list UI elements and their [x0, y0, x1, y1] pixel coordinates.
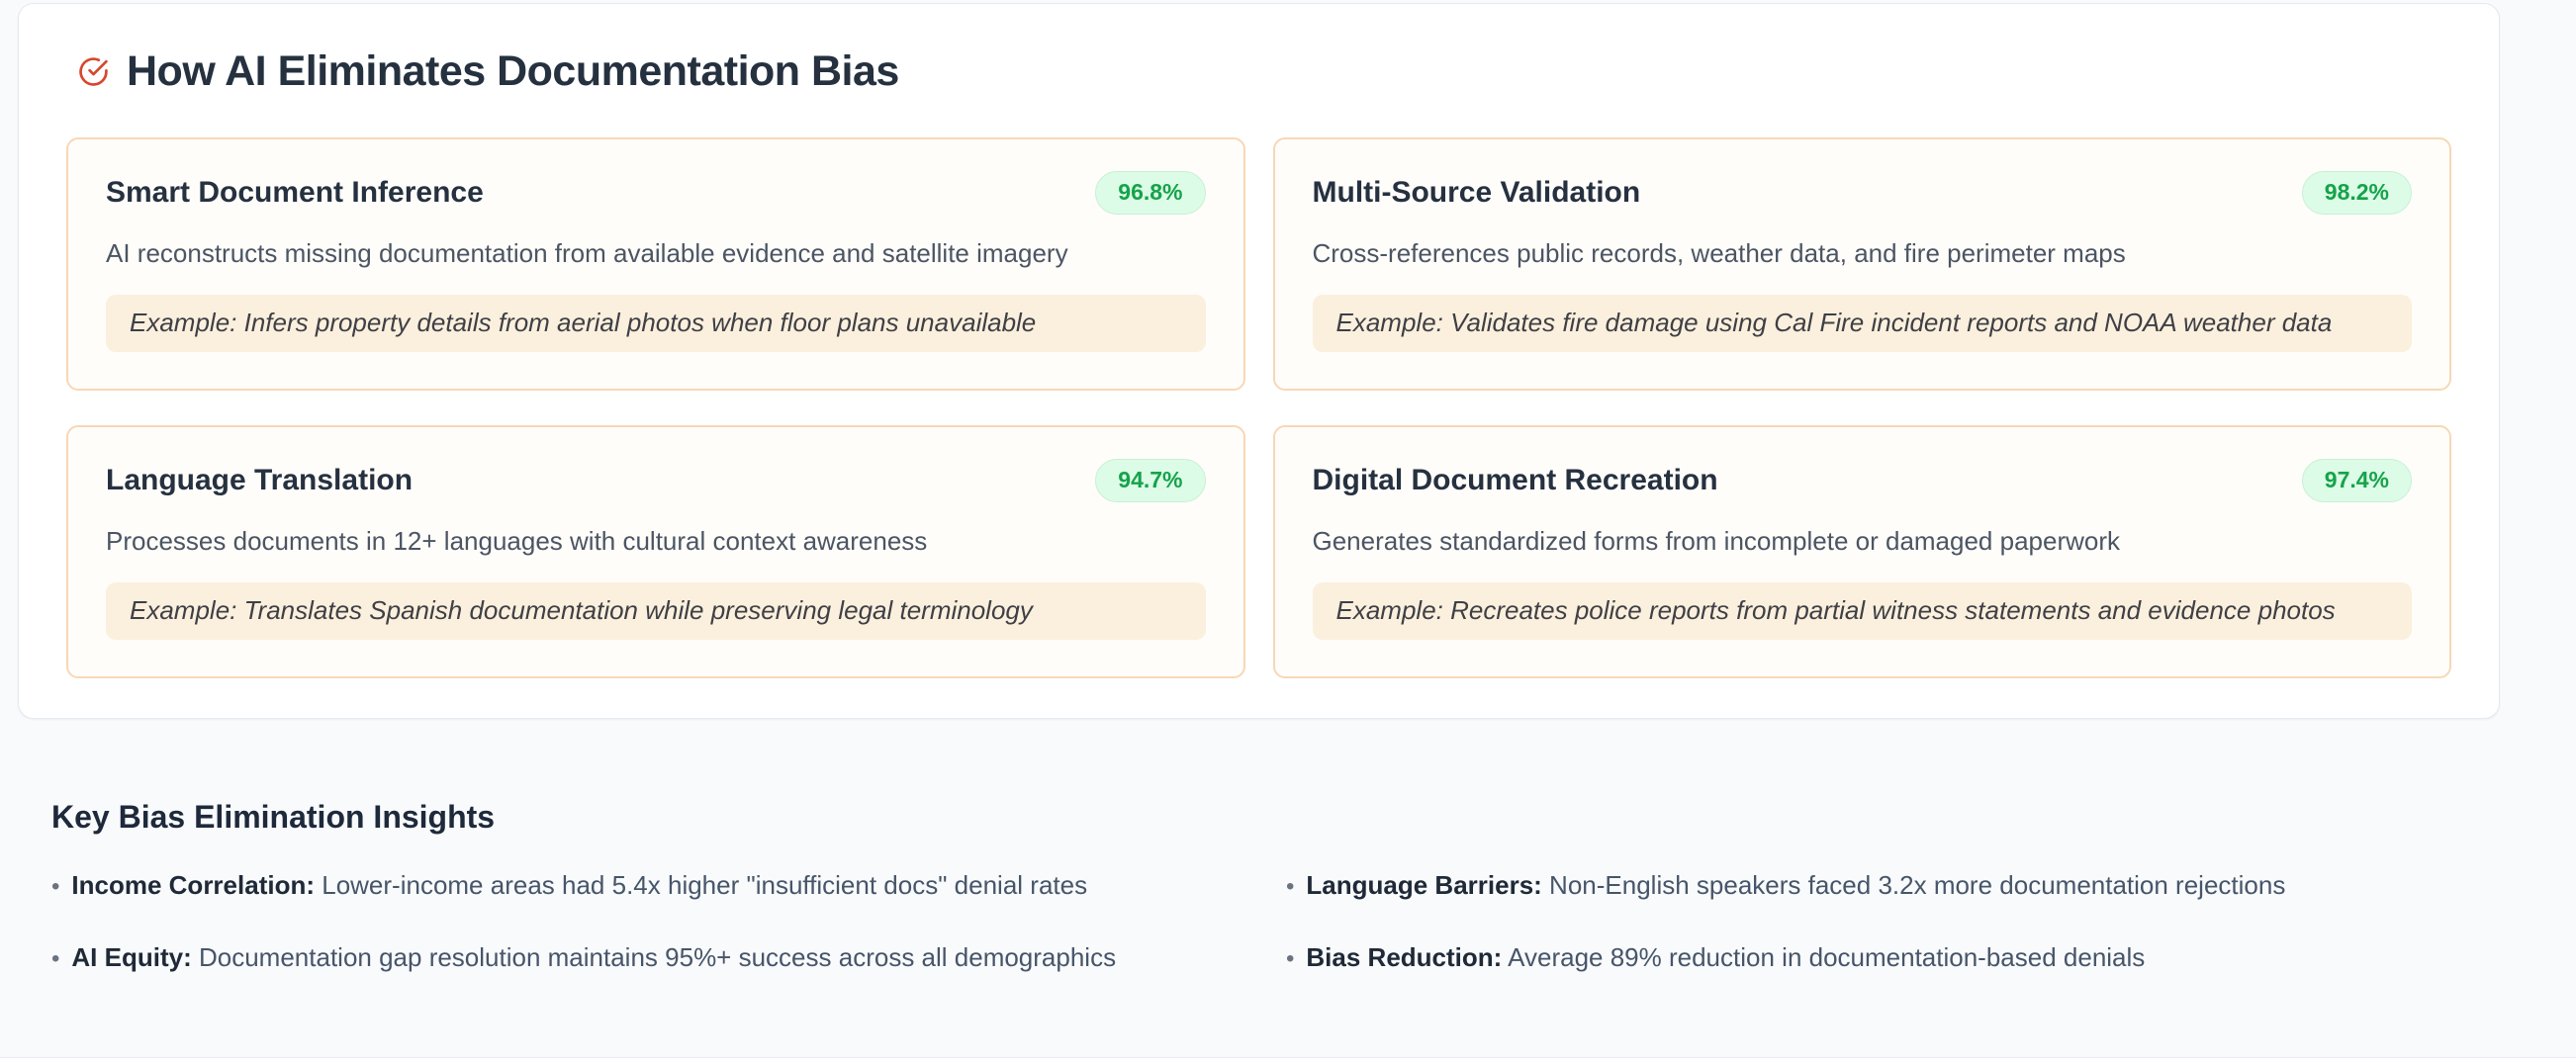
insight-label: Bias Reduction: — [1306, 942, 1503, 972]
bullet-icon: • — [1286, 945, 1295, 972]
capability-cards-grid: Smart Document Inference 96.8% AI recons… — [66, 137, 2451, 678]
bullet-icon: • — [51, 945, 60, 972]
card-header: Digital Document Recreation 97.4% — [1312, 459, 2412, 502]
bullet-icon: • — [1286, 873, 1295, 900]
card-example: Example: Validates fire damage using Cal… — [1312, 294, 2412, 352]
accuracy-badge: 97.4% — [2301, 459, 2412, 502]
bullet-icon: • — [51, 873, 60, 900]
check-circle-icon — [78, 56, 109, 87]
insight-language-barriers: • Language Barriers: Non-English speaker… — [1286, 869, 2465, 902]
card-title: Smart Document Inference — [106, 175, 484, 209]
card-description: Processes documents in 12+ languages wit… — [106, 525, 928, 556]
insights-title: Key Bias Elimination Insights — [51, 799, 496, 835]
capability-card-multi-source-validation: Multi-Source Validation 98.2% Cross-refe… — [1272, 137, 2451, 391]
insight-text-wrap: Language Barriers: Non-English speakers … — [1306, 869, 2285, 902]
card-description: Cross-references public records, weather… — [1312, 237, 2126, 268]
accuracy-badge: 96.8% — [1095, 171, 1206, 215]
card-title: Multi-Source Validation — [1312, 175, 1641, 209]
card-header: Language Translation 94.7% — [106, 459, 1206, 502]
card-example: Example: Recreates police reports from p… — [1312, 581, 2412, 640]
insight-label: Language Barriers: — [1306, 870, 1542, 900]
capability-card-smart-document-inference: Smart Document Inference 96.8% AI recons… — [66, 137, 1245, 391]
panel-title: How AI Eliminates Documentation Bias — [127, 47, 899, 95]
card-header: Multi-Source Validation 98.2% — [1312, 171, 2412, 215]
panel-header: How AI Eliminates Documentation Bias — [78, 47, 2451, 96]
card-description: Generates standardized forms from incomp… — [1312, 525, 2121, 556]
insight-text: Non-English speakers faced 3.2x more doc… — [1549, 870, 2286, 900]
insight-text: Documentation gap resolution maintains 9… — [198, 942, 1117, 972]
card-description: AI reconstructs missing documentation fr… — [106, 237, 1068, 268]
card-header: Smart Document Inference 96.8% — [106, 171, 1206, 215]
card-example: Example: Translates Spanish documentatio… — [106, 581, 1206, 640]
card-example: Example: Infers property details from ae… — [106, 294, 1206, 352]
insight-text-wrap: Bias Reduction: Average 89% reduction in… — [1306, 941, 2145, 974]
accuracy-badge: 98.2% — [2301, 171, 2412, 215]
capability-card-digital-document-recreation: Digital Document Recreation 97.4% Genera… — [1272, 425, 2451, 678]
documentation-bias-panel: How AI Eliminates Documentation Bias Sma… — [18, 3, 2500, 719]
insight-bias-reduction: • Bias Reduction: Average 89% reduction … — [1286, 941, 2465, 974]
insights-section: Key Bias Elimination Insights • Income C… — [51, 799, 2465, 974]
card-title: Language Translation — [106, 463, 414, 496]
card-title: Digital Document Recreation — [1312, 463, 1718, 496]
capability-card-language-translation: Language Translation 94.7% Processes doc… — [66, 425, 1245, 678]
insight-text-wrap: Income Correlation: Lower-income areas h… — [71, 869, 1087, 902]
insight-income-correlation: • Income Correlation: Lower-income areas… — [51, 869, 1286, 902]
insight-text: Average 89% reduction in documentation-b… — [1508, 942, 2146, 972]
insight-text: Lower-income areas had 5.4x higher "insu… — [322, 870, 1088, 900]
insight-ai-equity: • AI Equity: Documentation gap resolutio… — [51, 941, 1286, 974]
insights-grid: • Income Correlation: Lower-income areas… — [51, 869, 2465, 974]
insight-text-wrap: AI Equity: Documentation gap resolution … — [71, 941, 1116, 974]
next-section-edge — [0, 1057, 2576, 1064]
insight-label: AI Equity: — [71, 942, 192, 972]
accuracy-badge: 94.7% — [1095, 459, 1206, 502]
insight-label: Income Correlation: — [71, 870, 315, 900]
